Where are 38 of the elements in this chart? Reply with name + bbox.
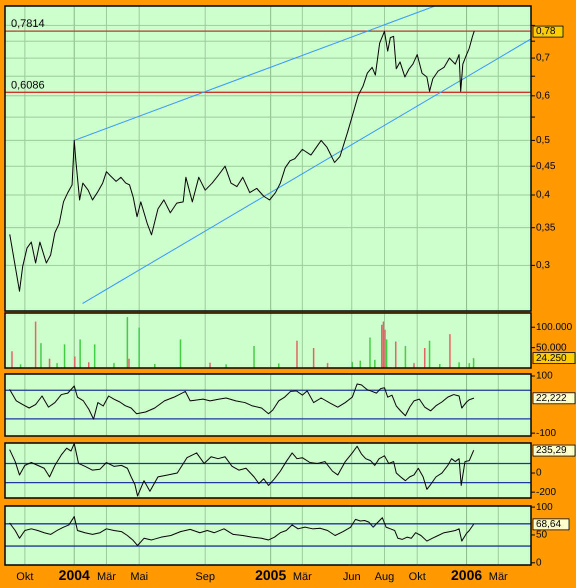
x-tick-label: Mär: [488, 571, 508, 583]
y-tick-label: 0,7: [536, 52, 550, 64]
x-tick-label: 2004: [58, 567, 90, 583]
x-tick-label: Okt: [408, 571, 426, 583]
y-tick-label: 100: [536, 502, 554, 513]
y-tick-label: 0: [536, 468, 542, 479]
x-tick-label: 2006: [451, 567, 482, 583]
x-tick-label: Mär: [96, 571, 116, 583]
y-tick-label: 0,3: [536, 260, 550, 272]
y-tick-label: 0,6: [536, 90, 550, 102]
y-tick-label: 50.000: [536, 342, 568, 354]
x-tick-label: Sep: [195, 571, 215, 583]
y-tick-label: 100: [536, 370, 554, 382]
ref-line-label: 0,6086: [11, 79, 45, 92]
x-tick-label: Mär: [292, 571, 312, 583]
text: 22,222: [536, 392, 568, 404]
line-series: [9, 384, 474, 420]
x-tick-label: Jun: [342, 571, 361, 583]
y-tick-label: 50: [536, 530, 548, 541]
line-series: [9, 30, 475, 292]
y-tick-label: 0,4: [536, 190, 550, 201]
x-tick-label: Okt: [16, 571, 34, 583]
text: 24.250: [536, 352, 568, 364]
y-tick-label: 0,35: [536, 222, 556, 234]
text: 68,64: [536, 519, 562, 530]
x-tick-label: Mai: [130, 571, 148, 583]
line-series: [9, 516, 474, 546]
text: 235,29: [536, 445, 568, 456]
y-tick-label: -100: [536, 428, 556, 439]
ref-line-label: 0,7814: [11, 18, 45, 30]
y-tick-label: 100.000: [536, 322, 573, 333]
x-tick-label: 2005: [255, 567, 286, 583]
x-tick-label: Aug: [374, 571, 394, 583]
y-tick-label: 0,5: [536, 135, 550, 146]
text: 0,78: [536, 26, 556, 38]
y-tick-label: -200: [536, 486, 556, 498]
y-tick-label: 0,45: [536, 160, 556, 172]
y-tick-label: 0: [536, 557, 542, 568]
